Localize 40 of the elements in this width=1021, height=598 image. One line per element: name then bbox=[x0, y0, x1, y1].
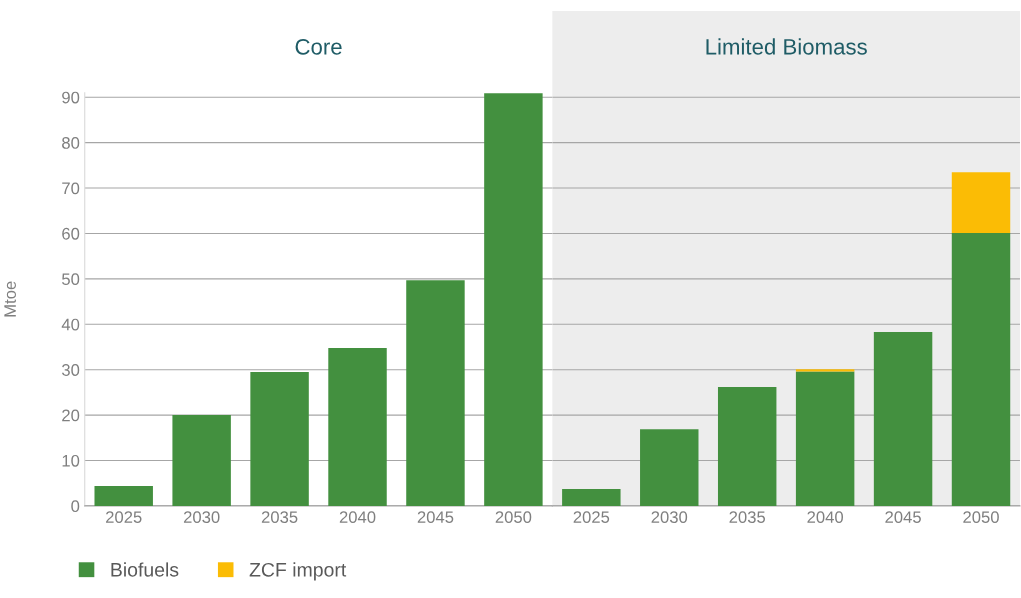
x-tick-label: 2035 bbox=[729, 511, 766, 524]
y-axis-title: Mtoe bbox=[4, 281, 16, 317]
x-tick-label: 2025 bbox=[573, 511, 610, 524]
y-tick-label: 80 bbox=[62, 137, 80, 149]
y-tick-label: 30 bbox=[61, 364, 80, 376]
legend-label: Biofuels bbox=[111, 562, 179, 577]
bar bbox=[951, 233, 1011, 506]
x-tick-label: 2040 bbox=[807, 511, 844, 524]
x-tick-label: 2050 bbox=[963, 511, 999, 524]
bar bbox=[562, 489, 621, 506]
text: Limited Biomass bbox=[706, 38, 867, 55]
bar bbox=[484, 93, 543, 506]
bar bbox=[640, 429, 699, 506]
x-tick-label: 2025 bbox=[106, 511, 142, 524]
x-tick-label: 2030 bbox=[183, 511, 220, 524]
bar bbox=[873, 331, 933, 506]
x-tick-label: 2045 bbox=[885, 511, 921, 524]
bar bbox=[328, 347, 387, 506]
x-tick-label: 2045 bbox=[417, 511, 454, 524]
bar bbox=[172, 415, 231, 506]
bar bbox=[250, 371, 309, 506]
bar bbox=[717, 386, 777, 506]
y-tick-label: 50 bbox=[62, 273, 80, 286]
x-tick-label: 2035 bbox=[261, 511, 298, 524]
x-tick-label: 2050 bbox=[495, 511, 532, 524]
legend-label: ZCF import bbox=[249, 562, 347, 581]
y-tick-label: 10 bbox=[62, 454, 80, 467]
y-tick-label: 40 bbox=[61, 318, 80, 331]
x-tick-label: 2030 bbox=[651, 511, 688, 524]
x-tick-label: 2040 bbox=[339, 511, 376, 524]
y-tick-label: 90 bbox=[62, 91, 80, 104]
bar bbox=[94, 485, 153, 506]
chart-title: Core bbox=[295, 38, 342, 55]
y-tick-label: 20 bbox=[62, 409, 80, 422]
bar bbox=[951, 172, 1011, 233]
bar bbox=[406, 280, 465, 506]
y-tick-label: 0 bbox=[71, 500, 80, 513]
y-tick-label: 60 bbox=[62, 227, 80, 240]
bar bbox=[795, 371, 855, 506]
y-tick-label: 70 bbox=[62, 182, 80, 195]
